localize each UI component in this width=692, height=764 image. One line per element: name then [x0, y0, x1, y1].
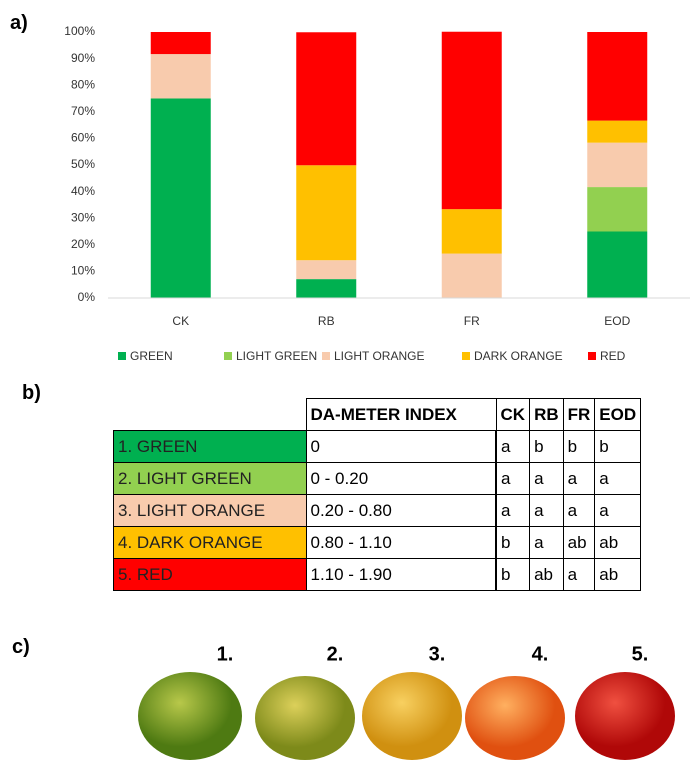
bar-segment [441, 31, 502, 210]
table-cell: a [594, 462, 642, 495]
column-header: DA-METER INDEX [305, 398, 497, 431]
legend-swatch [118, 352, 126, 360]
y-tick-label: 70% [71, 104, 95, 118]
table-row: 5. RED 1.10 - 1.90 b ab a ab [113, 558, 642, 591]
y-tick-label: 20% [71, 237, 95, 251]
column-header: EOD [594, 398, 642, 431]
table-cell: b [594, 430, 642, 463]
y-tick-label: 0% [78, 290, 96, 304]
tomato [255, 676, 355, 760]
table-cell: b [495, 558, 531, 591]
table-cell: a [529, 462, 564, 495]
bar-segment [587, 32, 648, 121]
tomato [138, 672, 242, 760]
y-tick-label: 10% [71, 264, 95, 278]
x-tick-label: FR [464, 314, 480, 328]
y-tick-label: 100% [64, 24, 95, 38]
table-cell: 1.10 - 1.90 [305, 558, 497, 591]
table-cell: a [562, 558, 596, 591]
table-row: 3. LIGHT ORANGE 0.20 - 0.80 a a a a [113, 494, 642, 527]
table-cell: ab [529, 558, 564, 591]
x-tick-label: RB [318, 314, 335, 328]
table-row: 2. LIGHT GREEN 0 - 0.20 a a a a [113, 462, 642, 495]
y-tick-label: 30% [71, 210, 95, 224]
table-cell: ab [562, 526, 596, 559]
bar-segment [296, 260, 357, 280]
column-header: FR [562, 398, 596, 431]
panel-label: a) [10, 12, 28, 34]
column-header: CK [495, 398, 531, 431]
table-cell: a [495, 494, 531, 527]
table-cell: a [562, 462, 596, 495]
bar-segment [150, 98, 211, 298]
table-cell: ab [594, 526, 642, 559]
class-label: 1. GREEN [113, 430, 307, 463]
tomato [465, 676, 565, 760]
table-cell: a [529, 526, 564, 559]
legend-label: LIGHT GREEN [236, 349, 317, 363]
panel-label: b) [22, 382, 41, 404]
x-tick-label: EOD [604, 314, 630, 328]
table-cell: b [529, 430, 564, 463]
legend-swatch [588, 352, 596, 360]
bar-segment [441, 253, 502, 298]
table-cell: 0.80 - 1.10 [305, 526, 497, 559]
y-tick-label: 80% [71, 77, 95, 91]
legend-label: GREEN [130, 349, 173, 363]
chart: 0% 10% 20% 30% 40% 50% 60% 70% 80% 90% 100% CK RB FR E… [64, 24, 690, 363]
legend-label: DARK ORANGE [474, 349, 563, 363]
table-cell: a [529, 494, 564, 527]
table-cell: 0.20 - 0.80 [305, 494, 497, 527]
legend-swatch [224, 352, 232, 360]
y-tick-label: 40% [71, 184, 95, 198]
bar-segment [150, 32, 211, 55]
tomato [362, 672, 462, 760]
legend-swatch [462, 352, 470, 360]
photo-label: 1. [217, 644, 234, 665]
table-header-row: DA-METER INDEX CK RB FR EOD [114, 398, 642, 431]
table-row: 4. DARK ORANGE 0.80 - 1.10 b a ab ab [113, 526, 642, 559]
legend-swatch [322, 352, 330, 360]
class-label: 3. LIGHT ORANGE [113, 494, 307, 527]
bar-segment [150, 54, 211, 99]
table-cell: a [495, 462, 531, 495]
table: DA-METER INDEX CK RB FR EOD 1. GREEN 0 a b b b 2. L… [113, 398, 642, 591]
bar-segment [587, 142, 648, 188]
table-cell: b [562, 430, 596, 463]
bar-segment [296, 32, 357, 166]
y-tick-label: 90% [71, 51, 95, 65]
photo-label: 2. [327, 644, 344, 665]
table-cell: a [562, 494, 596, 527]
table-cell: ab [594, 558, 642, 591]
photo-label: 4. [532, 644, 549, 665]
table-row: 1. GREEN 0 a b b b [113, 430, 642, 463]
class-label: 4. DARK ORANGE [113, 526, 307, 559]
column-header: RB [529, 398, 564, 431]
table-cell: b [495, 526, 531, 559]
panel-label: c) [12, 636, 30, 658]
bar-segment [296, 165, 357, 261]
legend-label: RED [600, 349, 626, 363]
legend-label: LIGHT ORANGE [334, 349, 424, 363]
tomato [575, 672, 675, 760]
bar-segment [441, 209, 502, 254]
photo-label: 5. [632, 644, 649, 665]
table-cell: a [495, 430, 531, 463]
photo-label: 3. [429, 644, 446, 665]
table-cell: 0 - 0.20 [305, 462, 497, 495]
photo-strip: 1. 2. 3. 4. 5. [138, 644, 675, 760]
class-label: 5. RED [113, 558, 307, 591]
x-tick-label: CK [172, 314, 189, 328]
table-cell: a [594, 494, 642, 527]
table-cell: 0 [305, 430, 497, 463]
bar-segment [587, 187, 648, 232]
bar-segment [587, 231, 648, 298]
table-corner [114, 399, 307, 431]
y-tick-label: 50% [71, 157, 95, 171]
class-label: 2. LIGHT GREEN [113, 462, 307, 495]
bar-segment [296, 279, 357, 298]
y-tick-label: 60% [71, 131, 95, 145]
bar-segment [587, 120, 648, 143]
